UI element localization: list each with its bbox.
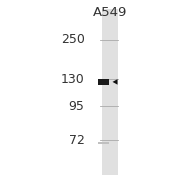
Bar	[102, 9, 118, 175]
Bar	[98, 142, 109, 144]
Text: 130: 130	[61, 73, 85, 86]
Text: 72: 72	[69, 134, 85, 147]
Text: 95: 95	[69, 100, 85, 113]
Polygon shape	[112, 79, 118, 85]
Text: A549: A549	[93, 6, 127, 19]
Text: 250: 250	[61, 33, 85, 46]
Bar	[98, 79, 109, 85]
